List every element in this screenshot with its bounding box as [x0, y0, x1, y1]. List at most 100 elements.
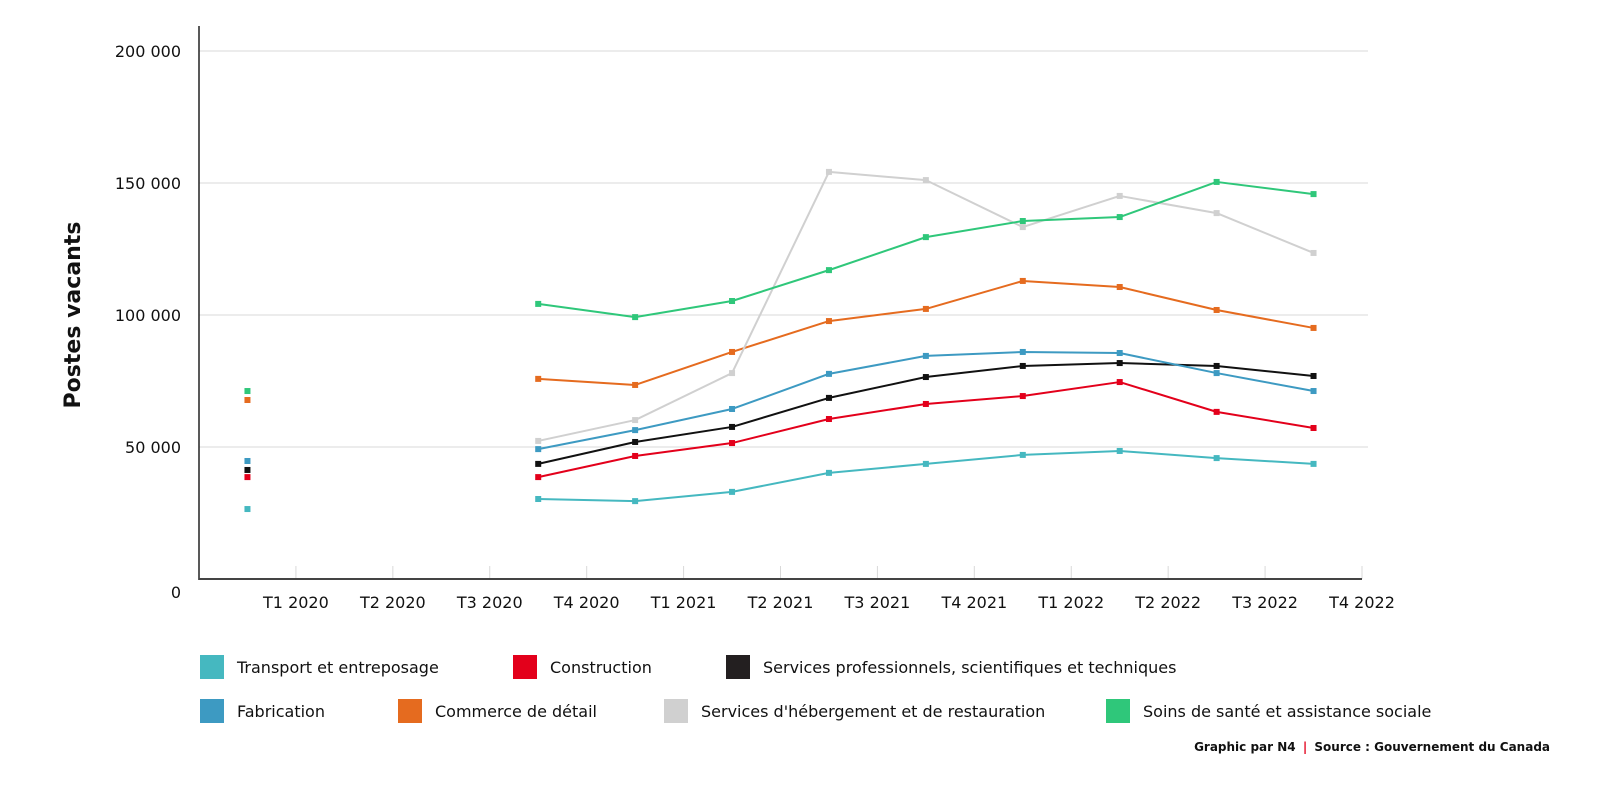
legend-swatch-sante: [1106, 699, 1130, 723]
legend-item-services-professionnels[interactable]: Services professionnels, scientifiques e…: [726, 655, 1176, 679]
data-point: [244, 466, 251, 473]
x-tick-label: T4 2020: [553, 593, 620, 612]
data-point: [632, 498, 639, 505]
data-point: [1310, 191, 1317, 198]
series-line: [538, 350, 1314, 451]
y-tick-label: 50 000: [125, 438, 181, 457]
data-point: [632, 452, 639, 459]
legend: Transport et entreposage Construction Se…: [200, 655, 1480, 743]
data-point: [825, 469, 832, 476]
line-chart: 0 50 000 100 000 150 000 200 000 T1 2020 T2 2…: [61, 26, 1395, 612]
legend-item-hebergement[interactable]: Services d'hébergement et de restauratio…: [664, 699, 1045, 723]
data-point: [922, 305, 929, 312]
x-tick-label: T4 2021: [940, 593, 1007, 612]
y-axis-label: Postes vacants: [61, 222, 86, 409]
footer-separator: |: [1302, 740, 1308, 754]
legend-row-1: Transport et entreposage Construction Se…: [200, 655, 1480, 699]
y-tick-label: 0: [171, 583, 181, 602]
legend-row-2: Fabrication Commerce de détail Services …: [200, 699, 1480, 743]
series-3: [244, 348, 1317, 464]
data-point: [825, 168, 832, 175]
legend-swatch-transport: [200, 655, 224, 679]
data-point: [1019, 277, 1026, 284]
data-point: [244, 474, 251, 481]
data-point: [825, 394, 832, 401]
legend-swatch-construction: [513, 655, 537, 679]
data-point: [1310, 249, 1317, 256]
series-0: [244, 447, 1317, 513]
data-point: [632, 417, 639, 424]
data-point: [922, 352, 929, 359]
data-point: [1019, 224, 1026, 231]
legend-label-construction: Construction: [550, 657, 652, 677]
data-point: [922, 400, 929, 407]
data-point: [825, 318, 832, 325]
data-point: [922, 460, 929, 467]
source-footer: Graphic par N4 | Source : Gouvernement d…: [1194, 740, 1550, 754]
data-point: [1116, 284, 1123, 291]
footer-credit: Graphic par N4: [1194, 740, 1296, 754]
x-tick-label: T1 2022: [1037, 593, 1104, 612]
data-point: [825, 370, 832, 377]
data-point: [922, 177, 929, 184]
legend-swatch-fabrication: [200, 699, 224, 723]
data-point: [1310, 388, 1317, 395]
data-point: [632, 438, 639, 445]
data-point: [244, 388, 251, 395]
data-point: [632, 427, 639, 434]
x-tick-label: T2 2021: [747, 593, 814, 612]
legend-label-transport: Transport et entreposage: [237, 657, 439, 677]
legend-item-commerce[interactable]: Commerce de détail: [398, 699, 597, 723]
series-line: [538, 180, 1314, 319]
x-tick-label: T1 2020: [262, 593, 329, 612]
legend-item-construction[interactable]: Construction: [513, 655, 652, 679]
legend-label-sante: Soins de santé et assistance sociale: [1143, 701, 1432, 721]
x-tick-label: T4 2022: [1328, 593, 1395, 612]
legend-label-hebergement: Services d'hébergement et de restauratio…: [701, 701, 1046, 721]
y-axis-ticks: 0 50 000 100 000 150 000 200 000: [115, 42, 181, 602]
data-point: [244, 506, 251, 513]
data-point: [535, 474, 542, 481]
data-point: [729, 370, 736, 377]
legend-item-transport[interactable]: Transport et entreposage: [200, 655, 439, 679]
x-tick-label: T1 2021: [650, 593, 717, 612]
data-point: [244, 397, 251, 404]
x-axis-ticks: T1 2020 T2 2020 T3 2020 T4 2020 T1 2021 T2 20…: [262, 566, 1395, 612]
data-point: [535, 300, 542, 307]
data-point: [1213, 455, 1220, 462]
data-point: [1116, 360, 1123, 367]
data-point: [729, 440, 736, 447]
y-tick-label: 100 000: [115, 306, 181, 325]
data-point: [1019, 393, 1026, 400]
data-point: [1116, 214, 1123, 221]
legend-item-fabrication[interactable]: Fabrication: [200, 699, 325, 723]
series-5: [535, 168, 1317, 444]
data-point: [1019, 362, 1026, 369]
x-tick-label: T2 2020: [359, 593, 426, 612]
data-point: [922, 374, 929, 381]
y-tick-label: 150 000: [115, 174, 181, 193]
y-tick-label: 200 000: [115, 42, 181, 61]
data-point: [1310, 372, 1317, 379]
legend-swatch-services-professionnels: [726, 655, 750, 679]
x-tick-label: T2 2022: [1134, 593, 1201, 612]
legend-label-services-professionnels: Services professionnels, scientifiques e…: [763, 657, 1177, 677]
data-point: [729, 298, 736, 305]
legend-item-sante[interactable]: Soins de santé et assistance sociale: [1106, 699, 1431, 723]
data-point: [1116, 192, 1123, 199]
data-point: [1116, 350, 1123, 357]
data-point: [729, 405, 736, 412]
data-point: [535, 446, 542, 453]
series-6: [244, 178, 1317, 395]
data-point: [729, 488, 736, 495]
data-point: [729, 423, 736, 430]
data-point: [825, 416, 832, 423]
data-point: [1019, 451, 1026, 458]
data-point: [1116, 447, 1123, 454]
data-point: [922, 234, 929, 241]
x-tick-label: T3 2020: [456, 593, 523, 612]
data-point: [1310, 460, 1317, 467]
legend-label-fabrication: Fabrication: [237, 701, 325, 721]
series-1: [244, 379, 1317, 481]
data-point: [729, 348, 736, 355]
